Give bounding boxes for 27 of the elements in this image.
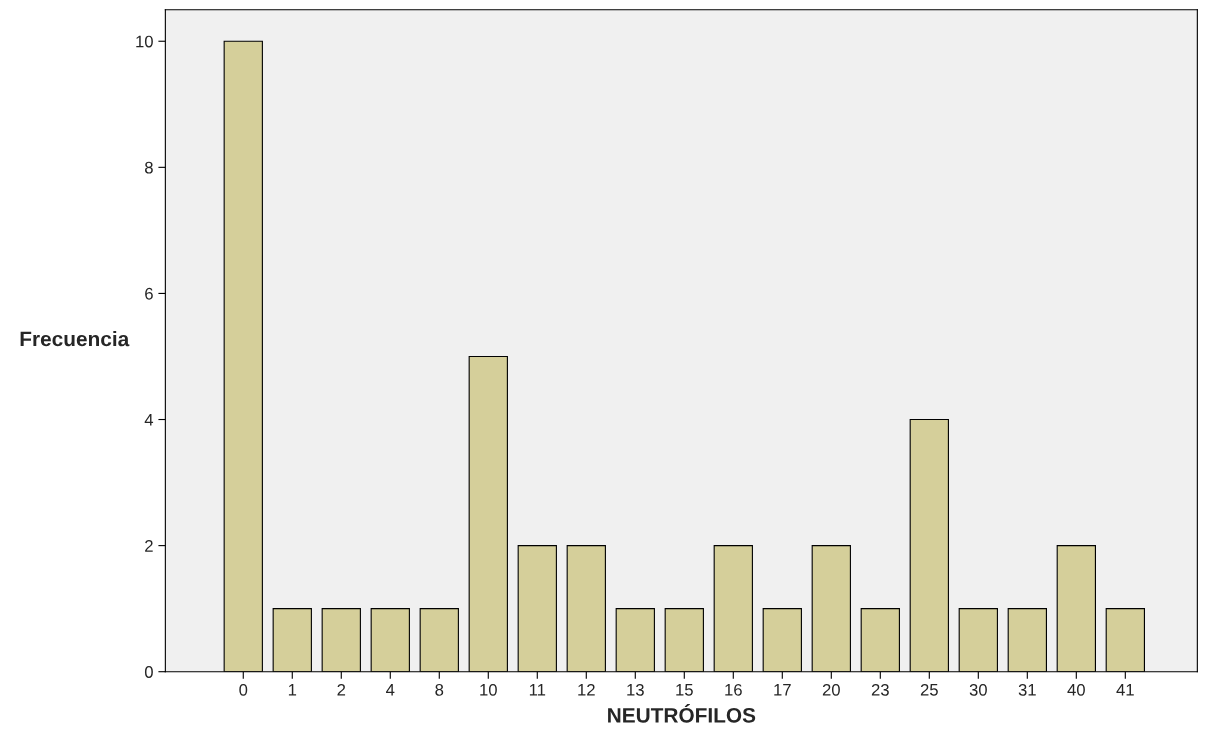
y-tick-label: 10 <box>136 35 153 48</box>
x-tick-label: 10 <box>480 683 497 696</box>
y-tick-label: 2 <box>145 540 153 552</box>
y-tick-label: 8 <box>145 161 153 174</box>
x-tick-label: 31 <box>1018 683 1036 696</box>
y-tick-label: 4 <box>144 414 154 426</box>
y-tick-label: 0 <box>144 666 153 678</box>
x-tick-label: 1 <box>288 684 297 696</box>
x-tick-label: 2 <box>337 683 346 696</box>
x-tick-label: 0 <box>239 683 248 696</box>
x-tick-label: 23 <box>871 683 889 696</box>
x-tick-label: 8 <box>435 683 444 696</box>
x-tick-label: 30 <box>969 683 987 696</box>
x-tick-label: 40 <box>1067 683 1085 696</box>
x-tick-label: 15 <box>676 684 693 696</box>
x-tick-label: 4 <box>386 684 395 696</box>
x-tick-label: 41 <box>1116 684 1134 696</box>
x-axis-title: NEUTRÓFILOS <box>608 704 756 723</box>
x-tick-label: 13 <box>627 683 644 696</box>
y-axis-title: Frecuencia <box>20 331 130 347</box>
y-tick-label: 6 <box>145 287 153 300</box>
x-tick-label: 11 <box>529 684 546 696</box>
x-tick-label: 16 <box>725 683 742 696</box>
x-tick-label: 12 <box>578 683 595 696</box>
x-tick-label: 20 <box>822 683 840 696</box>
x-tick-label: 17 <box>774 684 791 696</box>
x-tick-label: 25 <box>920 683 938 696</box>
